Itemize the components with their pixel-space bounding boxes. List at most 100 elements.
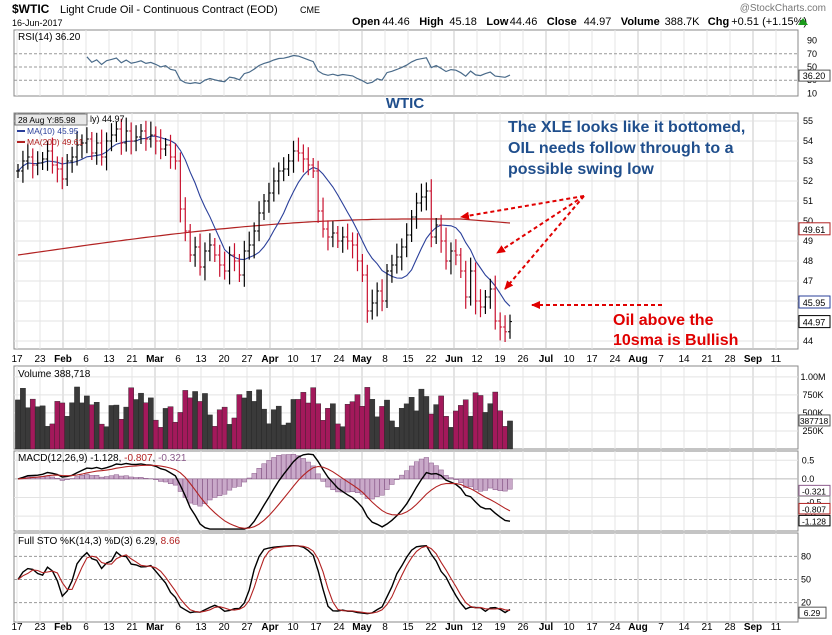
sto-last-box <box>798 606 827 619</box>
macd-histogram-bar <box>241 478 247 483</box>
axis-label-bottom: 21 <box>126 622 138 633</box>
macd-histogram-bar <box>413 461 420 480</box>
macd-histogram-bar <box>54 478 60 480</box>
axis-label-bottom: 8 <box>382 622 388 633</box>
axis-label: 17 <box>11 354 23 365</box>
sto-k-line <box>17 544 511 615</box>
axis-label: 20 <box>218 354 230 365</box>
volume-tick-label: 500K <box>802 408 823 418</box>
volume-bar <box>335 423 341 450</box>
volume-bar <box>492 391 499 450</box>
volume-bar <box>364 387 371 450</box>
ma10-value-label: 45.95 <box>803 298 826 308</box>
macd-histogram-bar <box>310 465 316 480</box>
macd-histogram-bar <box>271 457 277 480</box>
volume-bar <box>389 420 395 450</box>
volume-bar <box>152 419 159 450</box>
macd-histogram-bar <box>290 454 297 480</box>
macd-histogram-bar <box>138 477 144 480</box>
axis-label: Jun <box>445 354 463 365</box>
oil-note-line: Oil above the <box>613 312 714 329</box>
volume-bar <box>93 402 100 450</box>
macd-histogram-bar <box>158 478 164 482</box>
macd-histogram-bar <box>458 478 464 484</box>
axis-label-bottom: 6 <box>83 622 89 633</box>
xle-note-line: The XLE looks like it bottomed, <box>508 119 745 136</box>
ma200-legend: MA(200) 49.61 <box>27 137 83 147</box>
macd-histogram-bar <box>128 476 134 480</box>
rsi-line <box>86 54 511 85</box>
volume-bar <box>108 405 115 450</box>
ma10-legend: MA(10) 45.95 <box>27 126 79 136</box>
macd-histogram-bar <box>192 478 198 505</box>
axis-label: 22 <box>425 354 437 365</box>
tooltip-box <box>14 113 88 126</box>
volume-bar <box>325 408 331 450</box>
volume-bar <box>487 403 494 450</box>
macd-histogram-bar <box>276 455 282 480</box>
macd-histogram-bar <box>172 478 178 486</box>
exchange: CME <box>300 5 320 15</box>
volume-bar <box>98 423 105 450</box>
volume-tick-label: 250K <box>802 426 823 436</box>
price-tick-label: 48 <box>803 256 813 266</box>
axis-label: 17 <box>310 354 322 365</box>
price-legend-daily: ly) 44.97 <box>90 114 125 124</box>
macd-histogram-bar <box>281 454 287 480</box>
volume-bar <box>25 407 31 450</box>
price-tick-label: 51 <box>803 196 813 206</box>
axis-label-bottom: Mar <box>146 622 164 633</box>
volume-bar <box>54 401 61 450</box>
price-tick-label: 52 <box>803 176 813 186</box>
macd-histogram-bar <box>497 478 503 492</box>
volume-bar <box>467 415 474 450</box>
macd-histogram-bar <box>463 478 469 488</box>
volume-bar <box>339 426 346 450</box>
macd-histogram-bar <box>473 478 479 490</box>
macd-value-box <box>798 502 831 515</box>
ohlc-readout: Open 44.46 High 45.18 Low 44.46 Close 44.97 Volu… <box>352 16 807 28</box>
volume-bar <box>64 416 70 450</box>
volume-bar <box>458 405 464 450</box>
sto-tick-label: 20 <box>801 598 811 608</box>
macd-label: MACD(12,26,9) -1.128, -0.807, -0.321 <box>18 453 187 464</box>
axis-label-bottom: 19 <box>494 622 506 633</box>
volume-bar <box>310 387 317 450</box>
ohlc-value: 44.97 <box>584 16 612 28</box>
volume-bar <box>418 388 425 450</box>
volume-bar <box>113 404 120 450</box>
ohlc-value: +0.51 (+1.15%) <box>731 16 807 28</box>
macd-value-label: -0.5 <box>807 497 822 507</box>
chart-title: WTIC <box>386 95 424 112</box>
volume-bar <box>374 416 380 450</box>
volume-bar <box>182 390 189 450</box>
xle-note-line: possible swing low <box>508 161 654 178</box>
volume-bar <box>369 399 376 450</box>
volume-bar <box>384 399 390 450</box>
macd-histogram-bar <box>433 465 439 480</box>
axis-label-bottom: Feb <box>54 622 72 633</box>
volume-bar <box>413 410 420 450</box>
axis-label-bottom: Aug <box>628 622 647 633</box>
macd-histogram-bar <box>108 475 115 480</box>
macd-histogram-bar <box>404 470 410 480</box>
axis-label-bottom: Jul <box>539 622 554 633</box>
ohlc-label: Low <box>486 16 508 28</box>
macd-histogram-bar <box>163 478 169 483</box>
volume-bar <box>143 402 149 450</box>
macd-histogram-bar <box>231 478 238 488</box>
macd-histogram-bar <box>369 478 375 500</box>
macd-histogram-bar <box>143 478 149 480</box>
macd-histogram-bar <box>261 463 267 480</box>
rsi-tick-label: 10 <box>807 88 817 98</box>
macd-histogram-bar <box>394 478 400 480</box>
axis-label-bottom: 20 <box>218 622 230 633</box>
axis-label-bottom: 13 <box>195 622 207 633</box>
volume-bar <box>443 416 449 450</box>
volume-last-label: 387718 <box>800 416 829 426</box>
axis-label: 24 <box>333 354 345 365</box>
axis-label-bottom: 23 <box>34 622 46 633</box>
ohlc-value: 45.18 <box>449 16 477 28</box>
sto-last-label: 6.29 <box>804 608 821 618</box>
price-frame <box>13 112 799 350</box>
